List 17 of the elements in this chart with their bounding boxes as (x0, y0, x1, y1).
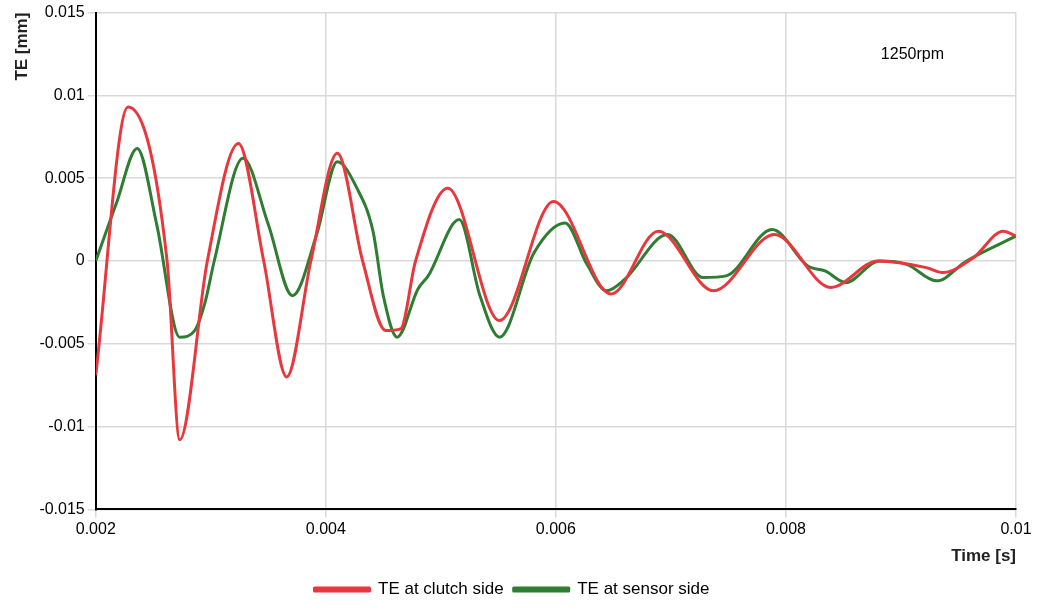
y-tick-label: 0.015 (44, 3, 85, 21)
legend-label: TE at clutch side (378, 579, 504, 599)
y-tick-label: -0.005 (39, 334, 85, 352)
x-tick-label: 0.01 (1000, 520, 1032, 538)
legend-label: TE at sensor side (577, 579, 710, 599)
y-tick-label: 0 (75, 251, 85, 269)
y-tick-label: 0.005 (44, 168, 85, 186)
x-tick-label: 0.008 (765, 520, 807, 538)
x-tick-label: 0.002 (75, 520, 116, 538)
annotation: 1250rpm (880, 45, 944, 63)
y-axis-title: TE [mm] (11, 12, 31, 81)
x-tick-label: 0.004 (305, 520, 346, 538)
x-tick-label: 0.006 (535, 520, 576, 538)
y-tick-label: -0.01 (48, 417, 85, 435)
y-tick-label: -0.015 (39, 499, 85, 517)
y-tick-label: 0.01 (53, 85, 85, 103)
x-axis-title: Time [s] (951, 546, 1016, 566)
